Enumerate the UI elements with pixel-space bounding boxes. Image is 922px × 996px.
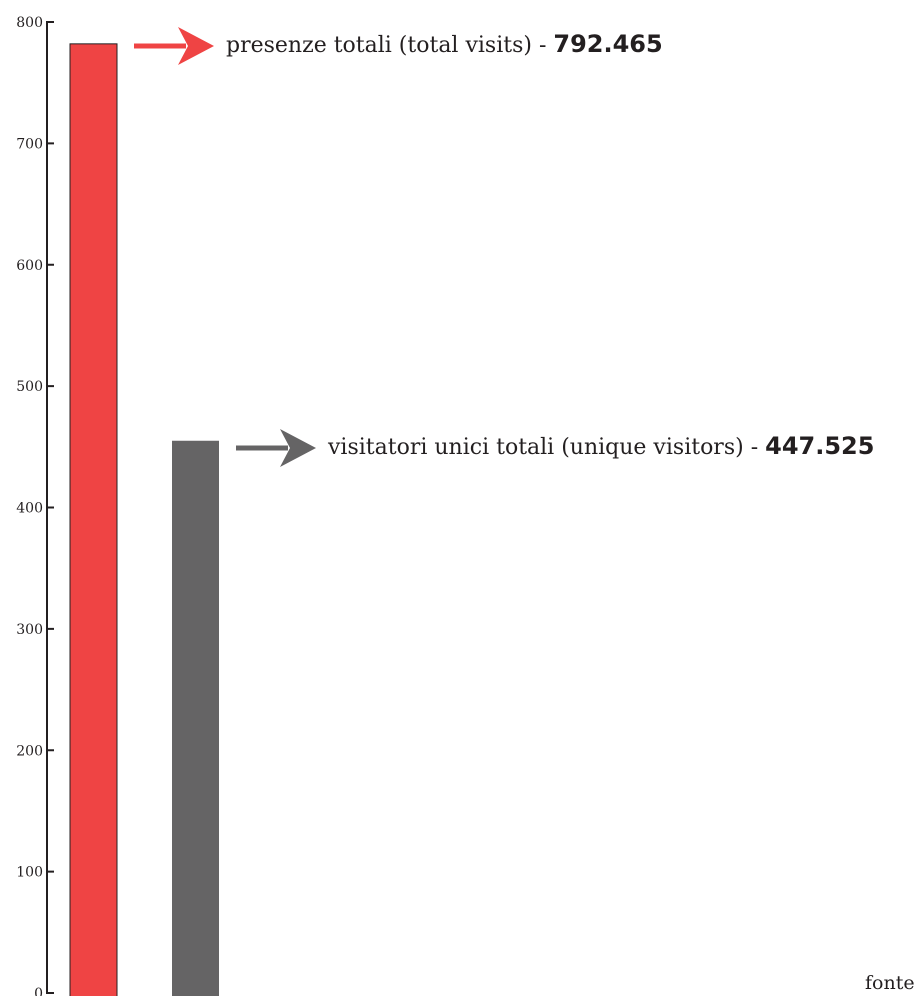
y-tick-label: 200 — [16, 743, 43, 759]
annotation-arrow-head — [178, 27, 214, 65]
y-tick-label: 300 — [16, 622, 43, 638]
annotation-text: visitatori unici totali (unique visitors… — [327, 435, 765, 460]
bar-presenze-totali — [69, 43, 118, 996]
y-tick-label: 700 — [16, 136, 43, 152]
annotation-label: visitatori unici totali (unique visitors… — [327, 432, 874, 460]
y-tick-label: 600 — [16, 258, 43, 274]
annotation-text: presenze totali (total visits) - — [226, 33, 553, 58]
bars — [69, 43, 219, 996]
y-tick-label: 400 — [16, 501, 43, 517]
y-tick-label: 100 — [16, 865, 43, 881]
annotation-arrow-head — [280, 429, 316, 467]
annotation-value: 447.525 — [765, 432, 874, 460]
y-axis: 0 100 200 300 400 500 600 700 800 — [16, 15, 54, 996]
source-label: fonte — [865, 972, 915, 994]
y-tick-label: 0 — [34, 986, 43, 996]
annotation-value: 792.465 — [553, 30, 662, 58]
y-tick-label: 500 — [16, 379, 43, 395]
annotation-label: presenze totali (total visits) - 792.465 — [226, 30, 663, 58]
annotations: presenze totali (total visits) - 792.465… — [134, 27, 874, 467]
y-tick-label: 800 — [16, 15, 43, 31]
bar-visitatori-unici — [172, 440, 219, 996]
